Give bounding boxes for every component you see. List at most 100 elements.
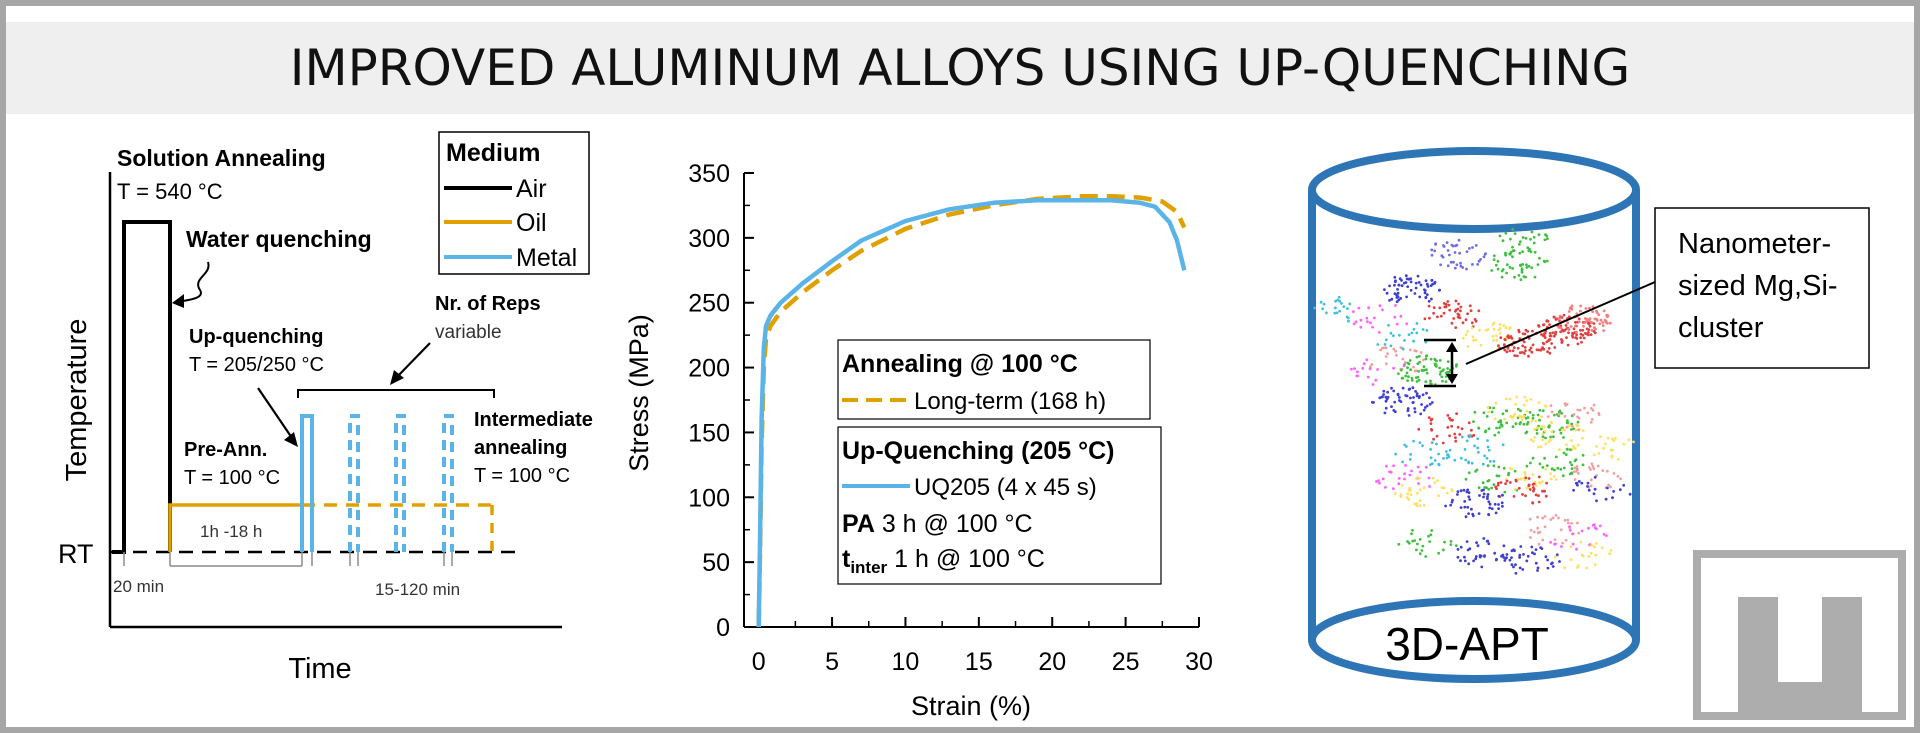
atom-dot [1405,496,1409,500]
atom-dot [1588,306,1591,310]
atom-dot [1433,357,1437,361]
atom-dot [1525,399,1529,402]
atom-dot [1595,541,1598,545]
atom-dot [1352,322,1356,326]
atom-dot [1587,331,1590,334]
atom-dot [1618,488,1622,491]
atom-dot [1555,553,1559,557]
atom-dot [1425,329,1429,332]
atom-dot [1585,317,1589,321]
atom-dot [1419,283,1423,287]
atom-dot [1406,409,1410,413]
atom-dot [1493,502,1497,506]
atom-dot [1459,261,1462,265]
atom-dot [1570,439,1573,442]
atom-dot [1383,288,1386,291]
atom-dot [1416,465,1420,469]
atom-dot [1576,424,1580,428]
atom-dot [1444,303,1448,306]
atom-dot [1418,552,1422,556]
atom-dot [1492,483,1496,486]
atom-dot [1421,444,1424,448]
atom-dot [1597,413,1601,416]
atom-dot [1509,237,1512,241]
atom-dot [1521,493,1524,496]
atom-dot [1446,360,1450,363]
atom-dot [1554,332,1557,336]
atom-dot [1478,328,1481,332]
atom-dot [1418,504,1422,507]
atom-dot [1543,489,1546,493]
atom-dot [1552,334,1556,338]
atom-dot [1384,355,1388,358]
atom-dot [1466,488,1470,492]
y-tick-label: 100 [688,484,730,512]
atom-dot [1543,525,1547,529]
atom-dot [1525,266,1529,269]
reps-bracket [297,389,495,398]
atom-dot [1528,247,1531,251]
atom-dot [1415,504,1419,508]
atom-dot [1606,321,1609,325]
atom-dot [1589,478,1593,482]
atom-dot [1546,558,1549,562]
atom-dot [1477,309,1481,313]
atom-dot [1484,429,1488,433]
atom-dot [1337,295,1341,299]
atom-dot [1521,415,1525,419]
atom-dot [1514,422,1518,426]
atom-dot [1536,526,1540,530]
atom-dot [1392,366,1395,370]
atom-dot [1531,417,1535,420]
atom-dot [1406,492,1410,496]
atom-dot [1448,253,1451,257]
atom-dot [1495,339,1499,342]
atom-dot [1313,306,1316,310]
atom-dot [1509,326,1512,329]
atom-dot [1497,344,1500,348]
atom-dot [1497,328,1501,332]
atom-dot [1479,343,1483,347]
atom-dot [1606,469,1609,473]
atom-dot [1393,275,1397,279]
atom-dot [1522,275,1526,278]
atom-dot [1371,325,1374,329]
atom-dot [1418,499,1422,502]
atom-dot [1546,566,1550,570]
atom-dot [1369,365,1372,369]
atom-dot [1395,322,1399,326]
atom-dot [1606,436,1610,440]
x-tick-label: 25 [1112,648,1140,676]
atom-dot [1580,481,1584,485]
atom-dot [1528,411,1532,414]
x-tick-label: 5 [825,648,839,676]
atom-dot [1570,472,1574,475]
atom-dot [1390,297,1394,301]
atom-dot [1442,311,1446,315]
atom-dot [1401,357,1405,361]
atom-dot [1523,346,1527,349]
atom-dot [1492,254,1496,258]
cylinder-bottom-ellipse [1308,597,1640,683]
atom-dot [1438,359,1442,362]
atom-dot [1366,375,1370,379]
atom-dot [1461,321,1465,325]
atom-dot [1505,263,1509,267]
chart-x-label: Strain (%) [911,691,1031,721]
atom-dot [1412,396,1415,399]
atom-dot [1489,460,1492,463]
atom-dot [1463,559,1467,563]
atom-dot [1419,412,1423,416]
atom-dot [1495,334,1498,337]
intermediate-temp: T = 100 °C [474,465,570,487]
atom-dot [1519,477,1523,481]
atom-dot [1445,491,1449,495]
atom-dot [1562,436,1565,439]
atom-dot [1531,439,1535,443]
atom-dot [1424,357,1428,361]
atom-dot [1470,321,1474,325]
atom-dot [1449,540,1453,543]
atom-dot [1429,379,1432,383]
atom-dot [1492,321,1496,325]
atom-dot [1450,243,1454,247]
